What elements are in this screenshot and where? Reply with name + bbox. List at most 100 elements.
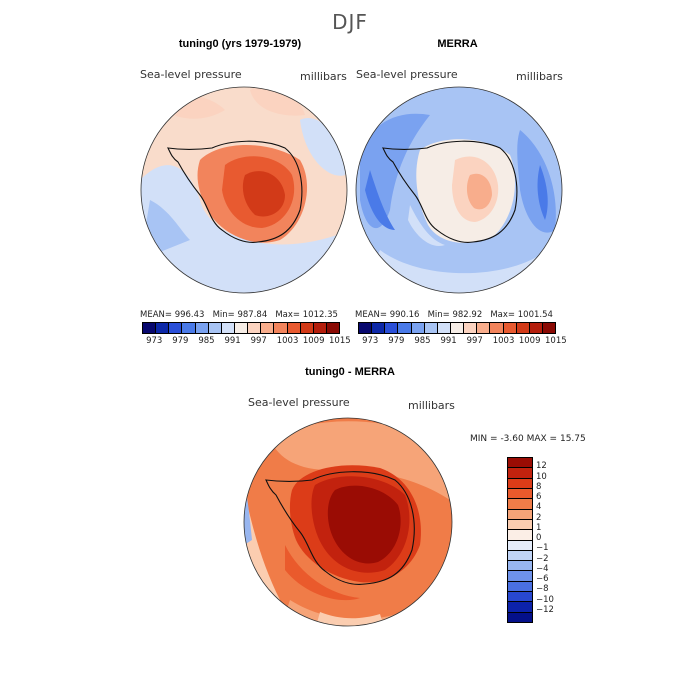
colorbar-swatch bbox=[195, 323, 209, 333]
colorbar-swatch bbox=[508, 602, 532, 613]
colorbar-swatch bbox=[248, 323, 262, 333]
colorbar-swatch bbox=[508, 519, 532, 531]
obs-units-label: millibars bbox=[516, 70, 563, 83]
colorbar-swatch bbox=[385, 323, 399, 333]
colorbar-tick-label: 1009 bbox=[302, 336, 325, 346]
colorbar-tick-label: 997 bbox=[250, 336, 267, 346]
colorbar-swatch bbox=[372, 323, 386, 333]
diff-background-field bbox=[244, 418, 452, 626]
diff-units-label: millibars bbox=[408, 399, 455, 412]
colorbar-tick-label: −2 bbox=[536, 553, 549, 564]
max-label: Max= bbox=[490, 310, 516, 320]
model-background-field bbox=[141, 87, 347, 293]
diff-variable-label: Sea-level pressure bbox=[248, 396, 350, 409]
colorbar-swatch bbox=[169, 323, 183, 333]
diff-colorbar-ticks: 12 10 8 6 4 2 1 0 −1 −2 −4 −6 −8 −10 −12 bbox=[536, 457, 576, 621]
colorbar-swatch bbox=[156, 323, 170, 333]
colorbar-swatch bbox=[508, 499, 532, 510]
diff-min-label: MIN = bbox=[470, 434, 498, 444]
model-mean-value: 996.43 bbox=[174, 310, 205, 320]
model-max-value: 1012.35 bbox=[302, 310, 338, 320]
colorbar-swatch bbox=[516, 323, 530, 333]
colorbar-tick-label: 979 bbox=[388, 336, 405, 346]
colorbar-swatch bbox=[287, 323, 301, 333]
mean-label: MEAN= bbox=[140, 310, 172, 320]
colorbar-tick-label: 1003 bbox=[276, 336, 299, 346]
model-stats: MEAN= 996.43 Min= 987.84 Max= 1012.35 bbox=[140, 310, 338, 320]
colorbar-tick-label: 12 bbox=[536, 461, 547, 472]
colorbar-swatch bbox=[477, 323, 491, 333]
colorbar-swatch bbox=[508, 458, 532, 469]
obs-variable-label: Sea-level pressure bbox=[356, 68, 458, 81]
colorbar-swatch bbox=[508, 550, 532, 562]
colorbar-tick-label: −6 bbox=[536, 574, 549, 584]
colorbar-swatch bbox=[450, 323, 465, 333]
colorbar-tick-label: 6 bbox=[536, 492, 542, 502]
colorbar-tick-label: 1009 bbox=[518, 336, 541, 346]
colorbar-tick-label: 2 bbox=[536, 512, 542, 523]
obs-colorbar bbox=[358, 322, 556, 334]
figure-title: DJF bbox=[332, 10, 368, 34]
model-colorbar bbox=[142, 322, 340, 334]
colorbar-swatch bbox=[437, 323, 451, 333]
colorbar-tick-label: 0 bbox=[536, 533, 542, 543]
colorbar-tick-label: 973 bbox=[362, 336, 379, 346]
min-label: Min= bbox=[212, 310, 235, 320]
diff-colorbar bbox=[507, 457, 533, 623]
colorbar-tick-label: 1003 bbox=[492, 336, 515, 346]
colorbar-tick-label: −1 bbox=[536, 543, 549, 554]
mean-label: MEAN= bbox=[355, 310, 387, 320]
colorbar-tick-label: 1 bbox=[536, 522, 542, 533]
colorbar-swatch bbox=[529, 323, 543, 333]
colorbar-swatch bbox=[503, 323, 517, 333]
colorbar-swatch bbox=[411, 323, 425, 333]
colorbar-tick-label: −8 bbox=[536, 584, 549, 595]
colorbar-swatch bbox=[398, 323, 412, 333]
obs-mean-value: 990.16 bbox=[389, 310, 420, 320]
colorbar-swatch bbox=[508, 592, 532, 603]
model-units-label: millibars bbox=[300, 70, 347, 83]
colorbar-swatch bbox=[464, 323, 478, 333]
colorbar-swatch bbox=[274, 323, 288, 333]
colorbar-tick-label: 985 bbox=[198, 336, 215, 346]
model-panel-title: tuning0 (yrs 1979-1979) bbox=[178, 38, 302, 50]
colorbar-swatch bbox=[300, 323, 314, 333]
colorbar-tick-label: −4 bbox=[536, 563, 549, 574]
diff-panel-title: tuning0 - MERRA bbox=[305, 366, 395, 378]
colorbar-tick-label: −10 bbox=[536, 594, 554, 605]
obs-max-value: 1001.54 bbox=[517, 310, 553, 320]
colorbar-tick-label: 991 bbox=[440, 336, 457, 346]
colorbar-tick-label: 1015 bbox=[329, 336, 351, 346]
colorbar-swatch bbox=[261, 323, 275, 333]
colorbar-tick-label: 985 bbox=[414, 336, 431, 346]
colorbar-tick-label: 991 bbox=[224, 336, 241, 346]
colorbar-swatch bbox=[508, 581, 532, 593]
colorbar-swatch bbox=[508, 540, 532, 551]
colorbar-swatch bbox=[508, 561, 532, 572]
diff-max-value: 15.75 bbox=[559, 434, 586, 444]
max-label: Max= bbox=[275, 310, 301, 320]
model-min-value: 987.84 bbox=[237, 310, 268, 320]
colorbar-tick-label: 10 bbox=[536, 471, 547, 482]
colorbar-swatch bbox=[326, 323, 340, 333]
obs-panel-title: MERRA bbox=[437, 38, 478, 50]
obs-min-value: 982.92 bbox=[452, 310, 483, 320]
diff-min-value: -3.60 bbox=[500, 434, 524, 444]
colorbar-swatch bbox=[508, 571, 532, 582]
colorbar-tick-label: 997 bbox=[466, 336, 483, 346]
colorbar-swatch bbox=[221, 323, 235, 333]
colorbar-swatch bbox=[143, 323, 157, 333]
colorbar-tick-label: 973 bbox=[146, 336, 163, 346]
colorbar-swatch bbox=[508, 478, 532, 489]
colorbar-swatch bbox=[490, 323, 504, 333]
colorbar-swatch bbox=[359, 323, 373, 333]
colorbar-swatch bbox=[508, 612, 532, 622]
colorbar-tick-label: 1015 bbox=[545, 336, 567, 346]
min-label: Min= bbox=[427, 310, 450, 320]
model-variable-label: Sea-level pressure bbox=[140, 68, 242, 81]
obs-colorbar-ticks: 973 979 985 991 997 1003 1009 1015 bbox=[358, 336, 567, 348]
colorbar-swatch bbox=[424, 323, 438, 333]
colorbar-swatch bbox=[508, 530, 532, 541]
